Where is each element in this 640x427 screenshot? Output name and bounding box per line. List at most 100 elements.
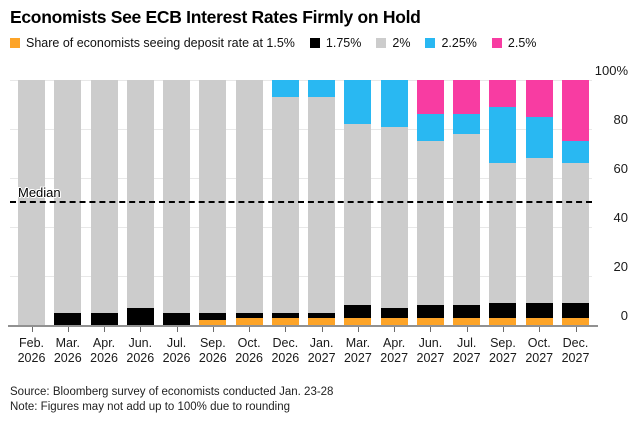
bar-apr-2026 [90,80,118,325]
x-axis-tick [394,327,396,332]
bar-oct-2027 [525,80,553,325]
bar-segment-1-5pct [416,317,444,325]
bar-segment-2-5pct [453,80,481,115]
footer-note: Note: Figures may not add up to 100% due… [10,401,291,413]
legend-item-1.75-: 1.75% [309,36,362,50]
legend-label: Share of economists seeing deposit rate … [26,36,295,50]
x-axis-tick [357,327,359,332]
bar-segment-1-5pct [525,317,553,325]
y-axis-label-0: 0 [620,308,628,323]
legend-swatch-icon [309,38,320,48]
legend-item-share-of-economists-seeing-deposit-rate-at-1.5-: Share of economists seeing deposit rate … [10,36,295,50]
median-label: Median [18,185,61,200]
bar-segment-1-75pct [126,307,154,325]
bar-dec-2026 [271,80,299,325]
legend-label: 2.25% [441,36,477,50]
bar-segment-2-5pct [489,80,517,107]
bar-segment-2pct [271,97,299,313]
x-axis-tick [140,327,142,332]
x-axis-tick [575,327,577,332]
bar-dec-2027 [562,80,589,325]
x-axis-label-feb-2026: Feb. 2026 [17,336,46,365]
x-axis-tick [31,327,33,332]
gridline-80 [10,129,592,130]
y-axis-label-80: 80 [613,112,628,127]
bar-segment-2pct [562,163,589,303]
x-axis-tick [539,327,541,332]
bar-segment-2-5pct [416,80,444,115]
x-axis-label-oct-2027: Oct. 2027 [525,336,554,365]
x-axis-label-jun-2027: Jun. 2027 [416,336,445,365]
x-axis-tick [212,327,214,332]
x-axis-label-sep-2027: Sep. 2027 [489,336,517,365]
bar-mar-2027 [344,80,372,325]
legend-swatch-icon [10,38,20,48]
x-axis-label-mar-2027: Mar. 2027 [343,336,372,365]
bar-segment-1-5pct [344,317,372,325]
x-axis-tick [67,327,69,332]
bar-segment-1-75pct [416,305,444,318]
bar-segment-2pct [453,133,481,306]
bar-segment-1-75pct [525,302,553,318]
x-axis-label-jul-2027: Jul. 2027 [452,336,481,365]
x-axis-tick [466,327,468,332]
bar-apr-2027 [380,80,408,325]
bar-segment-1-75pct [453,305,481,318]
chart-legend: Share of economists seeing deposit rate … [10,36,536,50]
bar-segment-2pct [416,141,444,306]
bar-segment-2pct [380,126,408,308]
bar-jun-2026 [126,80,154,325]
x-axis-label-mar-2026: Mar. 2026 [53,336,82,365]
legend-label: 1.75% [325,36,362,50]
bar-segment-2pct [199,80,227,313]
x-axis-tick [430,327,432,332]
y-axis-label-100: 100% [594,63,628,78]
bar-segment-2-25pct [344,80,372,125]
bar-segment-1-5pct [562,317,589,325]
bar-segment-2pct [489,163,517,303]
bar-oct-2026 [235,80,263,325]
y-axis-label-60: 60 [613,161,628,176]
bar-segment-1-75pct [271,312,299,318]
gridline-40 [10,227,592,228]
legend-label: 2.5% [507,36,537,50]
bar-sep-2027 [489,80,517,325]
x-axis-line [8,325,598,327]
bar-segment-2-25pct [416,114,444,142]
median-line [10,201,592,203]
bar-segment-1-5pct [453,317,481,325]
bar-segment-2-5pct [562,80,589,142]
x-axis-label-jun-2026: Jun. 2026 [126,336,155,365]
x-axis-label-apr-2027: Apr. 2027 [380,336,409,365]
legend-item-2.5-: 2.5% [491,36,537,50]
bar-segment-1-5pct [199,320,227,325]
bar-jun-2027 [416,80,444,325]
x-axis-tick [104,327,106,332]
bar-segment-1-75pct [562,302,589,318]
bar-jan-2027 [308,80,336,325]
bar-segment-2-25pct [562,141,589,164]
bar-jul-2026 [163,80,191,325]
legend-swatch-icon [491,38,502,48]
bar-segment-2-25pct [271,80,299,98]
bar-segment-1-75pct [489,302,517,318]
bar-segment-1-75pct [54,312,82,325]
x-axis-label-oct-2026: Oct. 2026 [235,336,263,365]
bar-segment-2pct [54,80,82,313]
x-axis-label-apr-2026: Apr. 2026 [90,336,118,365]
y-axis-label-20: 20 [613,259,628,274]
bar-segment-1-75pct [163,312,191,325]
bar-segment-1-5pct [235,317,263,325]
legend-item-2-: 2% [376,36,410,50]
bar-segment-1-5pct [271,317,299,325]
x-axis-tick [321,327,323,332]
bar-segment-1-75pct [199,312,227,321]
bar-jul-2027 [453,80,481,325]
x-axis-label-jan-2027: Jan. 2027 [307,336,336,365]
bar-segment-1-75pct [235,312,263,318]
y-axis-label-40: 40 [613,210,628,225]
bar-segment-2-25pct [308,80,336,98]
x-axis-tick [285,327,287,332]
bar-segment-2pct [163,80,191,313]
x-axis-tick [249,327,251,332]
